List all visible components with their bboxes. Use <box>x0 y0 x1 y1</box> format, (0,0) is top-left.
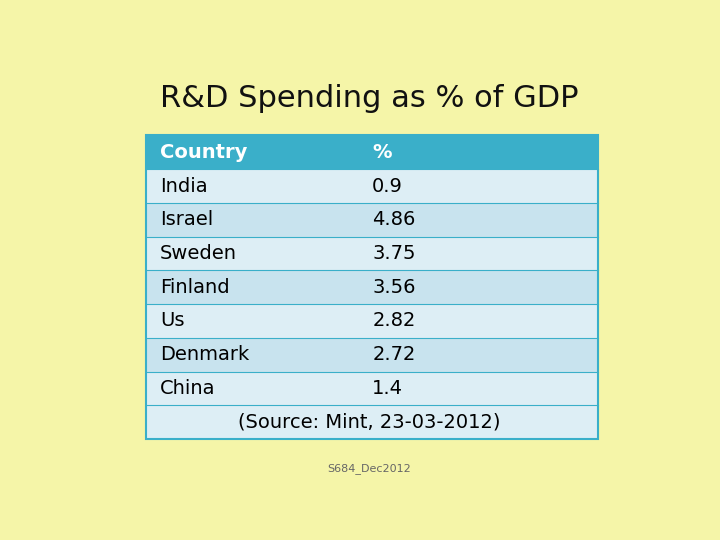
Bar <box>145 304 598 338</box>
Text: 4.86: 4.86 <box>372 210 415 230</box>
Bar <box>145 372 598 406</box>
Bar <box>145 203 598 237</box>
Bar <box>145 406 598 439</box>
Text: 0.9: 0.9 <box>372 177 403 195</box>
Text: (Source: Mint, 23-03-2012): (Source: Mint, 23-03-2012) <box>238 413 500 431</box>
Bar <box>145 338 598 372</box>
Bar <box>145 271 598 304</box>
Text: 1.4: 1.4 <box>372 379 403 398</box>
Text: Denmark: Denmark <box>160 345 249 364</box>
Text: Us: Us <box>160 312 184 330</box>
Text: Finland: Finland <box>160 278 230 297</box>
Bar <box>145 169 598 203</box>
Text: Israel: Israel <box>160 210 213 230</box>
Text: Country: Country <box>160 143 247 162</box>
Text: R&D Spending as % of GDP: R&D Spending as % of GDP <box>160 84 578 112</box>
Bar <box>145 136 598 439</box>
Text: 2.82: 2.82 <box>372 312 415 330</box>
Text: %: % <box>372 143 392 162</box>
Text: 3.56: 3.56 <box>372 278 415 297</box>
Text: India: India <box>160 177 207 195</box>
Text: Sweden: Sweden <box>160 244 237 263</box>
Text: S684_Dec2012: S684_Dec2012 <box>327 463 411 474</box>
Text: 2.72: 2.72 <box>372 345 415 364</box>
Text: 3.75: 3.75 <box>372 244 415 263</box>
Text: China: China <box>160 379 215 398</box>
Bar <box>145 237 598 271</box>
Bar <box>145 136 598 169</box>
